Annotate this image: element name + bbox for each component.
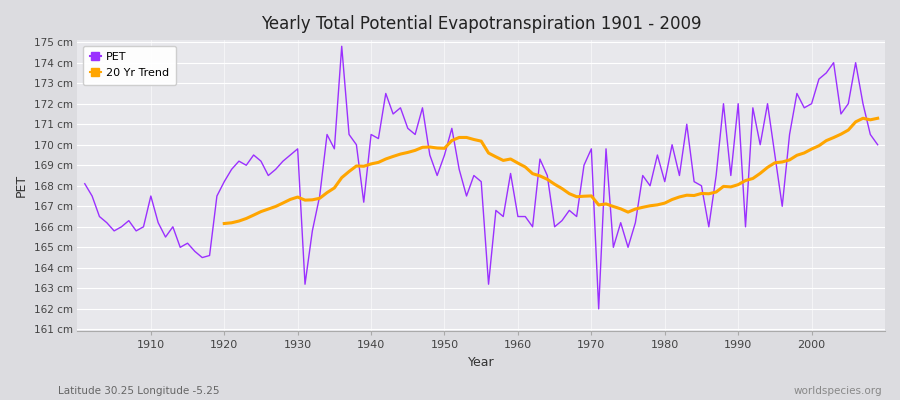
Legend: PET, 20 Yr Trend: PET, 20 Yr Trend xyxy=(83,46,176,85)
X-axis label: Year: Year xyxy=(468,356,494,369)
Text: worldspecies.org: worldspecies.org xyxy=(794,386,882,396)
Title: Yearly Total Potential Evapotranspiration 1901 - 2009: Yearly Total Potential Evapotranspiratio… xyxy=(261,15,701,33)
Text: Latitude 30.25 Longitude -5.25: Latitude 30.25 Longitude -5.25 xyxy=(58,386,220,396)
Y-axis label: PET: PET xyxy=(15,174,28,197)
